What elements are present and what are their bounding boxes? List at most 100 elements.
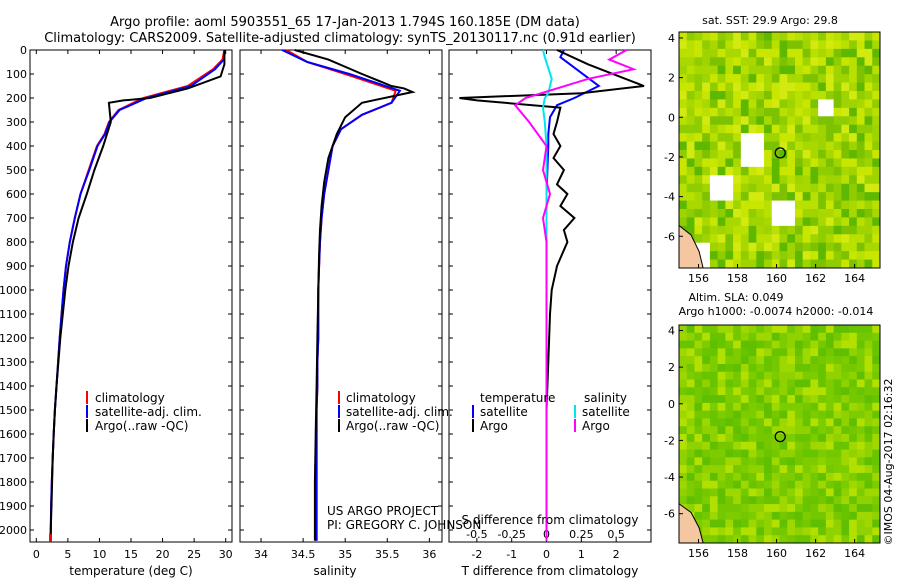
map-cell bbox=[709, 192, 719, 201]
map-cell bbox=[849, 418, 858, 427]
map-cell bbox=[779, 74, 788, 83]
x2-tick-label: -0.25 bbox=[497, 528, 525, 541]
map-cell bbox=[686, 116, 695, 126]
map-cell bbox=[872, 348, 881, 357]
map-cell bbox=[748, 150, 757, 159]
map-cell bbox=[849, 225, 858, 235]
map-x-tick-label: 160 bbox=[766, 272, 787, 285]
map-cell bbox=[733, 217, 742, 227]
map-cell bbox=[771, 183, 780, 193]
map-cell bbox=[694, 166, 703, 176]
map-cell bbox=[864, 158, 873, 168]
map-cell bbox=[794, 480, 804, 489]
map-cell bbox=[764, 356, 773, 365]
x-tick-label: 0 bbox=[33, 548, 40, 561]
map-cell bbox=[733, 32, 742, 41]
map-cell bbox=[872, 472, 881, 482]
map-cell bbox=[794, 166, 804, 176]
map-cell bbox=[841, 410, 850, 419]
map-cell bbox=[779, 57, 788, 67]
map-cell bbox=[694, 480, 703, 489]
map-cell bbox=[872, 74, 881, 83]
map-cell bbox=[740, 175, 749, 185]
map-cell bbox=[779, 200, 788, 210]
map-cell bbox=[694, 209, 703, 218]
map-cell bbox=[872, 133, 881, 142]
map-cell bbox=[872, 379, 881, 388]
map-cell bbox=[694, 441, 703, 450]
map-cell bbox=[841, 116, 850, 126]
map-cell bbox=[748, 166, 757, 176]
map-cell bbox=[686, 472, 695, 482]
map-cell bbox=[802, 519, 811, 528]
map-cell bbox=[748, 426, 757, 435]
map-cell bbox=[794, 209, 804, 218]
map-cell bbox=[686, 348, 695, 357]
x2-tick-label: -0.5 bbox=[466, 528, 487, 541]
map-cell bbox=[748, 124, 757, 134]
map-cell bbox=[810, 504, 819, 513]
map-cell bbox=[833, 504, 842, 513]
map-cell bbox=[748, 402, 757, 412]
map-cell bbox=[802, 217, 811, 227]
map-cell bbox=[810, 325, 819, 334]
map-cell bbox=[686, 57, 695, 67]
map-cell bbox=[771, 65, 780, 75]
x2-tick-label: 0.25 bbox=[569, 528, 594, 541]
map-cell bbox=[841, 217, 850, 227]
map-cell bbox=[841, 107, 850, 117]
map-cell bbox=[802, 402, 811, 412]
map-cell bbox=[856, 519, 865, 528]
map-cell bbox=[787, 74, 796, 83]
map-cell bbox=[779, 395, 788, 404]
map-cell bbox=[833, 426, 842, 435]
map-cell bbox=[740, 116, 749, 126]
map-cell bbox=[856, 209, 865, 218]
map-cell bbox=[810, 200, 819, 210]
map-cell bbox=[825, 504, 835, 513]
map-cell bbox=[794, 504, 804, 513]
x-tick-label: -2 bbox=[471, 548, 482, 561]
map-cell bbox=[725, 340, 734, 349]
map-cell bbox=[748, 133, 757, 142]
map-cell bbox=[856, 175, 865, 185]
map-cell bbox=[779, 472, 788, 482]
map-cell bbox=[849, 504, 858, 513]
map-cell bbox=[748, 251, 757, 260]
map-cell bbox=[794, 434, 804, 443]
map-cell bbox=[764, 192, 773, 201]
map-cell bbox=[864, 449, 873, 458]
map-cell bbox=[787, 325, 796, 334]
map-cell bbox=[740, 234, 749, 244]
map-cell bbox=[748, 488, 757, 497]
map-cell bbox=[679, 363, 688, 373]
map-cell bbox=[686, 192, 695, 201]
map-cell bbox=[856, 57, 865, 67]
map-cell bbox=[872, 418, 881, 427]
map-cell bbox=[825, 426, 835, 435]
map-cell bbox=[787, 441, 796, 450]
map-cell bbox=[717, 133, 726, 142]
map-cell bbox=[810, 150, 819, 159]
map-cell bbox=[802, 480, 811, 489]
map-cell bbox=[849, 150, 858, 159]
map-cell bbox=[702, 441, 711, 450]
map-cell bbox=[779, 251, 788, 260]
map-cell bbox=[694, 175, 703, 185]
map-cell bbox=[779, 363, 788, 373]
map-cell bbox=[841, 150, 850, 159]
map-cell bbox=[709, 363, 719, 373]
map-cell bbox=[725, 387, 734, 396]
map-cell bbox=[740, 340, 749, 349]
map-cell bbox=[725, 251, 734, 260]
map-cell bbox=[864, 519, 873, 528]
map-cell bbox=[764, 40, 773, 50]
map-cell bbox=[733, 183, 742, 193]
legend-satellite-label: satellite-adj. clim. bbox=[95, 405, 202, 419]
map-cell bbox=[740, 356, 749, 365]
map-cell bbox=[794, 57, 804, 67]
salinity-xlabel: salinity bbox=[313, 564, 356, 578]
map-cell bbox=[779, 40, 788, 50]
map-cell bbox=[810, 496, 819, 505]
map-cell bbox=[771, 74, 780, 83]
